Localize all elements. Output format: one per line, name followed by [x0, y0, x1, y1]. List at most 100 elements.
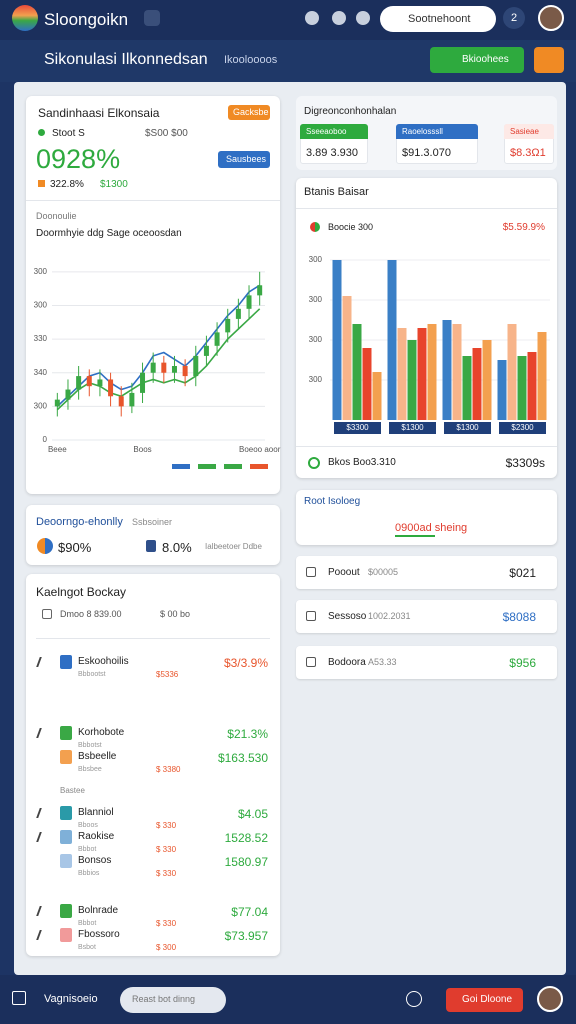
footer-search[interactable] [120, 987, 226, 1013]
row-icon [306, 657, 316, 667]
button[interactable] [218, 151, 270, 168]
row-label: Bodoora [328, 657, 366, 668]
stat-value: $S00 $00 [145, 128, 188, 139]
icon[interactable] [305, 11, 319, 25]
dot [38, 129, 45, 136]
notification[interactable] [503, 7, 525, 29]
icon[interactable] [356, 11, 370, 25]
item-icon [60, 854, 72, 868]
row[interactable] [296, 600, 557, 633]
icon [146, 540, 156, 552]
filter[interactable]: $ 00 bo [160, 609, 191, 619]
divider [36, 638, 270, 639]
group-label: Bastee [60, 786, 85, 795]
card-subtitle: Ssbsoiner [132, 517, 173, 527]
item-sub: Bbbot [78, 920, 97, 927]
row-value: $021 [509, 566, 536, 580]
item-icon [60, 806, 72, 820]
stat-value: $91.3.070 [402, 147, 451, 159]
dot [38, 180, 45, 187]
item-icon [60, 928, 72, 942]
row-icon [306, 611, 316, 621]
item-tag: $ 330 [156, 869, 177, 878]
underline [395, 535, 435, 537]
stat-label: Sseeaoboo [306, 127, 347, 136]
item-name: Bsbeelle [78, 751, 117, 762]
item-sub: Bbbot [78, 846, 97, 853]
row-value: $8088 [502, 610, 536, 624]
button-label[interactable]: Bkioohees [462, 54, 509, 65]
item-name: Eskoohoilis [78, 656, 129, 667]
footer-button[interactable] [446, 988, 523, 1012]
stat-label: Sasieae [510, 127, 539, 136]
item-sub: Bbbotst [78, 742, 102, 749]
item-sub: Bbbootst [78, 671, 106, 678]
item-name: Blanniol [78, 807, 114, 818]
avatar[interactable] [537, 986, 563, 1012]
card-title: Sandinhaasi Elkonsaia [38, 106, 160, 120]
item-icon [60, 726, 72, 740]
item-sub: Bbbios [78, 870, 100, 877]
page-title: Sikonulasi Ilkonnedsan [44, 51, 208, 68]
item-sub: Bsbot [78, 944, 96, 951]
item-name: Korhobote [78, 727, 125, 738]
row[interactable] [296, 556, 557, 589]
tab[interactable]: Ikooloooos [224, 54, 278, 66]
stat-label: Raoelosssll [402, 127, 443, 136]
item-value: $163.530 [217, 751, 268, 765]
footer-value: $3309s [505, 456, 545, 470]
footer-title: Vagnisoeio [44, 993, 98, 1005]
button-label[interactable]: Goi Dloone [462, 994, 513, 1005]
item-value: $3/3.9% [223, 656, 268, 670]
row-detail: 1002.2031 [368, 611, 411, 621]
stat-header [396, 124, 478, 139]
badge: 2 [511, 12, 518, 24]
item-tag: $ 3380 [156, 765, 181, 774]
section-label: Doonoulie [36, 211, 77, 221]
icon [308, 457, 320, 469]
row-icon [306, 567, 316, 577]
note: Ialbeetoer Ddbe [205, 542, 262, 551]
item-value: $21.3% [227, 727, 268, 741]
ratio-card [26, 505, 280, 565]
logo [12, 5, 38, 31]
stat-value: $8.3Ω1 [510, 147, 546, 159]
item-name: Fbossoro [78, 929, 120, 940]
badge-label: Gacksbe [233, 107, 269, 117]
row-label: Sessoso [328, 611, 367, 622]
metric: 8.0% [162, 540, 192, 555]
stat-label: Stoot S [52, 128, 85, 139]
stat-value: 3.89 3.930 [306, 147, 358, 159]
item-value: $4.05 [237, 807, 268, 821]
panel-title: Digreonconhonhalan [304, 106, 397, 117]
icon-button[interactable] [534, 47, 564, 73]
search-placeholder[interactable]: Sootnehoont [408, 13, 471, 25]
avatar[interactable] [538, 5, 564, 31]
footer-label: Bkos Boo3.310 [328, 457, 396, 468]
icon [42, 609, 52, 619]
icon [37, 538, 53, 554]
stat-header [504, 124, 554, 139]
item-name: Raokise [78, 831, 115, 842]
row-label: Pooout [328, 567, 360, 578]
primary-button[interactable] [430, 47, 524, 73]
filter[interactable]: Dmoo 8 839.00 [60, 609, 122, 619]
item-value: 1528.52 [224, 831, 268, 845]
item-tag: $ 330 [156, 845, 177, 854]
card-title: Deoorngo-ehonlly [36, 516, 123, 528]
search-box[interactable] [380, 6, 496, 32]
row[interactable] [296, 646, 557, 679]
item-tag: $ 330 [156, 919, 177, 928]
icon[interactable] [332, 11, 346, 25]
item-tag: $ 330 [156, 821, 177, 830]
button-label[interactable]: Sausbees [226, 154, 267, 164]
icon[interactable] [406, 991, 422, 1007]
item-icon [60, 830, 72, 844]
item-name: Bolnrade [78, 905, 119, 916]
search-placeholder[interactable]: Reast bot dinng [132, 994, 196, 1004]
icon[interactable] [144, 10, 160, 26]
icon[interactable] [12, 991, 26, 1005]
row-detail: A53.33 [368, 657, 397, 667]
item-tag: $ 300 [156, 943, 177, 952]
